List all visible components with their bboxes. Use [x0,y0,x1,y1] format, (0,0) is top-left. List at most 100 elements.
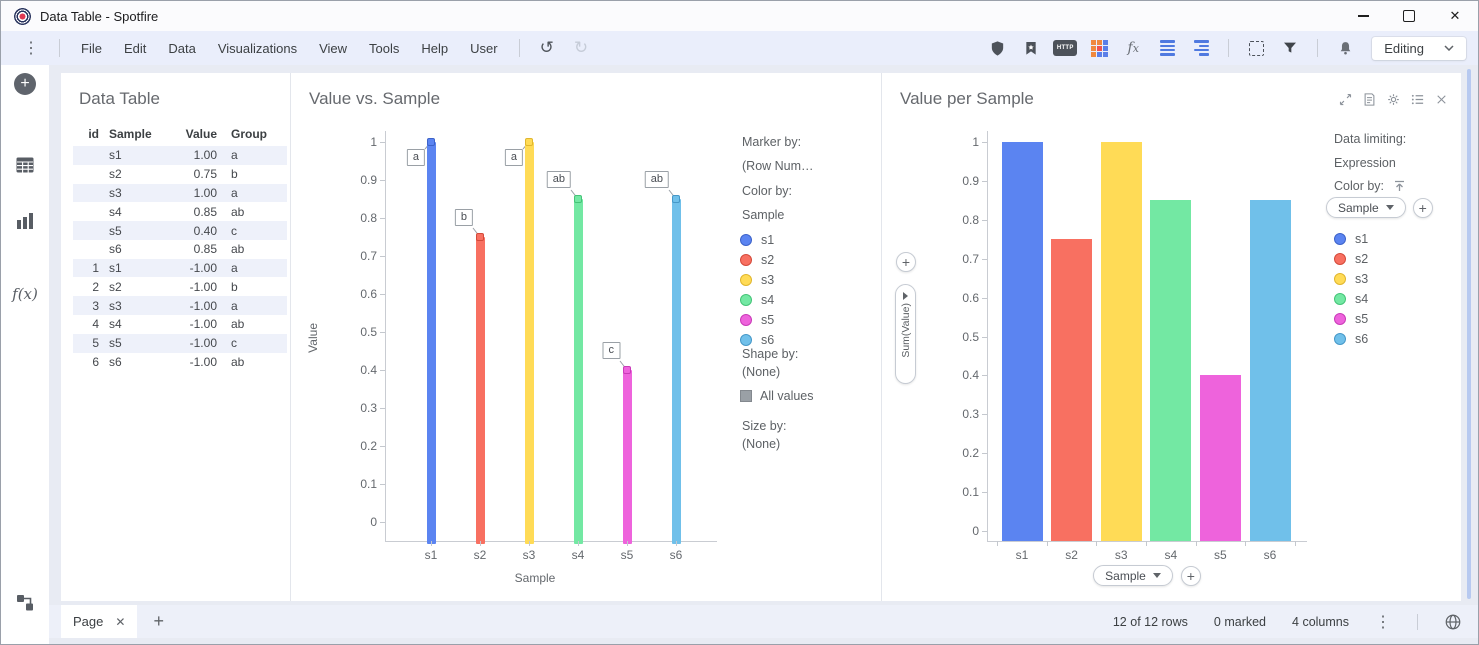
expression-label[interactable]: Expression [1334,156,1396,170]
promote-axis-icon[interactable] [1394,180,1405,192]
table-row[interactable]: s3 1.00 a [73,183,287,203]
legend-item[interactable]: s5 [740,310,774,330]
shield-icon[interactable] [982,34,1012,62]
legend-icon[interactable] [1409,91,1425,107]
data-functions-icon[interactable]: f(x) [12,285,38,303]
apps-grid-icon[interactable] [1084,34,1114,62]
close-x-icon[interactable] [1433,91,1449,107]
maximize-button[interactable] [1386,1,1432,31]
menu-tools[interactable]: Tools [369,40,400,56]
close-button[interactable]: ✕ [1449,8,1461,23]
add-icon[interactable]: + [14,73,36,95]
minimize-button[interactable] [1340,1,1386,31]
close-tab-icon[interactable]: ✕ [115,614,126,629]
menu-help[interactable]: Help [421,40,449,56]
table-row[interactable]: s1 1.00 a [73,146,287,165]
menu-user[interactable]: User [470,40,498,56]
data-point-marker[interactable] [524,137,533,146]
data-canvas-icon[interactable] [16,594,34,612]
legend-item[interactable]: s4 [740,290,774,310]
all-values-item[interactable]: All values [740,389,814,403]
value-bar[interactable] [622,370,632,544]
maximize-icon[interactable] [1337,91,1353,107]
data-table-icon[interactable] [16,157,34,173]
table-row[interactable]: 5 s5 -1.00 c [73,333,287,353]
legend-item[interactable]: s6 [740,330,774,350]
table-row[interactable]: 4 s4 -1.00 ab [73,315,287,334]
add-x-axis-button[interactable]: + [1180,565,1201,586]
settings-icon[interactable] [1385,91,1401,107]
y-axis-selector[interactable]: Sum(Value) [895,284,916,384]
value-bar[interactable] [475,237,485,544]
comment-icon[interactable] [1361,91,1377,107]
value-bar[interactable] [524,142,534,544]
legend-item[interactable]: s1 [740,230,774,250]
data-point-marker[interactable] [622,365,631,374]
x-axis-selector[interactable]: Sample [1093,565,1173,586]
function-fx-icon[interactable]: fx [1127,40,1139,56]
value-bar[interactable] [1051,239,1093,541]
table-row[interactable]: s6 0.85 ab [73,240,287,259]
value-bar[interactable] [1001,142,1043,541]
editing-mode-dropdown[interactable]: Editing [1372,36,1466,60]
visualizations-icon[interactable] [17,213,33,229]
shape-by-value[interactable]: (None) [742,365,781,379]
data-point-marker[interactable] [475,232,484,241]
notifications-icon[interactable] [1330,34,1360,62]
legend-item[interactable]: s6 [1334,329,1368,349]
outline-icon[interactable] [1186,34,1216,62]
bookmarks-icon[interactable] [1016,34,1046,62]
table-row[interactable]: 3 s3 -1.00 a [73,296,287,316]
redo-icon[interactable]: ↻ [573,38,589,57]
more-vertical-icon[interactable]: ⋮ [1375,613,1391,631]
menu-file[interactable]: File [81,40,102,56]
table-row[interactable]: 1 s1 -1.00 a [73,258,287,278]
add-y-axis-button[interactable]: + [896,252,916,272]
column-header-value[interactable]: Value [185,127,217,141]
marquee-select-icon[interactable] [1241,34,1271,62]
page-tab[interactable]: Page ✕ [61,605,138,638]
table-row[interactable]: 2 s2 -1.00 b [73,277,287,296]
add-page-button[interactable]: + [153,611,164,631]
rows-icon[interactable] [1152,34,1182,62]
table-row[interactable]: s4 0.85 ab [73,202,287,221]
legend-item[interactable]: s4 [1334,289,1368,309]
value-bar[interactable] [1150,200,1192,541]
undo-icon[interactable]: ↺ [539,38,554,57]
legend-item[interactable]: s3 [1334,269,1368,289]
menu-data[interactable]: Data [168,40,196,56]
legend-item[interactable]: s3 [740,270,774,290]
column-header-group[interactable]: Group [231,127,267,141]
filter-icon[interactable] [1275,34,1305,62]
value-bar[interactable] [671,199,681,544]
value-bar[interactable] [426,142,436,544]
value-bar[interactable] [573,199,583,544]
data-point-marker[interactable] [573,194,582,203]
menu-edit[interactable]: Edit [123,40,147,56]
value-bar[interactable] [1199,375,1241,541]
marker-by-value[interactable]: (Row Num… [742,159,814,173]
more-vertical-icon[interactable]: ⋮ [23,40,39,57]
menu-visualizations[interactable]: Visualizations [217,40,298,56]
color-by-selector[interactable]: Sample [1326,197,1406,218]
value-bar[interactable] [1100,142,1142,541]
add-color-button[interactable]: + [1412,197,1433,218]
legend-item[interactable]: s2 [1334,249,1368,269]
http-browser-icon[interactable]: HTTP [1050,34,1080,62]
data-point-marker[interactable] [671,194,680,203]
menu-view[interactable]: View [319,40,348,56]
table-row[interactable]: s2 0.75 b [73,165,287,184]
color-by-value[interactable]: Sample [742,208,785,222]
column-header-id[interactable]: id [88,127,99,141]
table-row[interactable]: s5 0.40 c [73,221,287,240]
legend-item[interactable]: s5 [1334,309,1368,329]
collapsed-panel-handle[interactable] [1467,69,1471,599]
legend-item[interactable]: s1 [1334,229,1368,249]
size-by-value[interactable]: (None) [742,437,781,451]
legend-item[interactable]: s2 [740,250,774,270]
data-point-marker[interactable] [426,137,435,146]
value-bar[interactable] [1249,200,1291,541]
globe-icon[interactable] [1444,613,1462,631]
table-row[interactable]: 6 s6 -1.00 ab [73,353,287,372]
column-header-sample[interactable]: Sample [109,127,152,141]
